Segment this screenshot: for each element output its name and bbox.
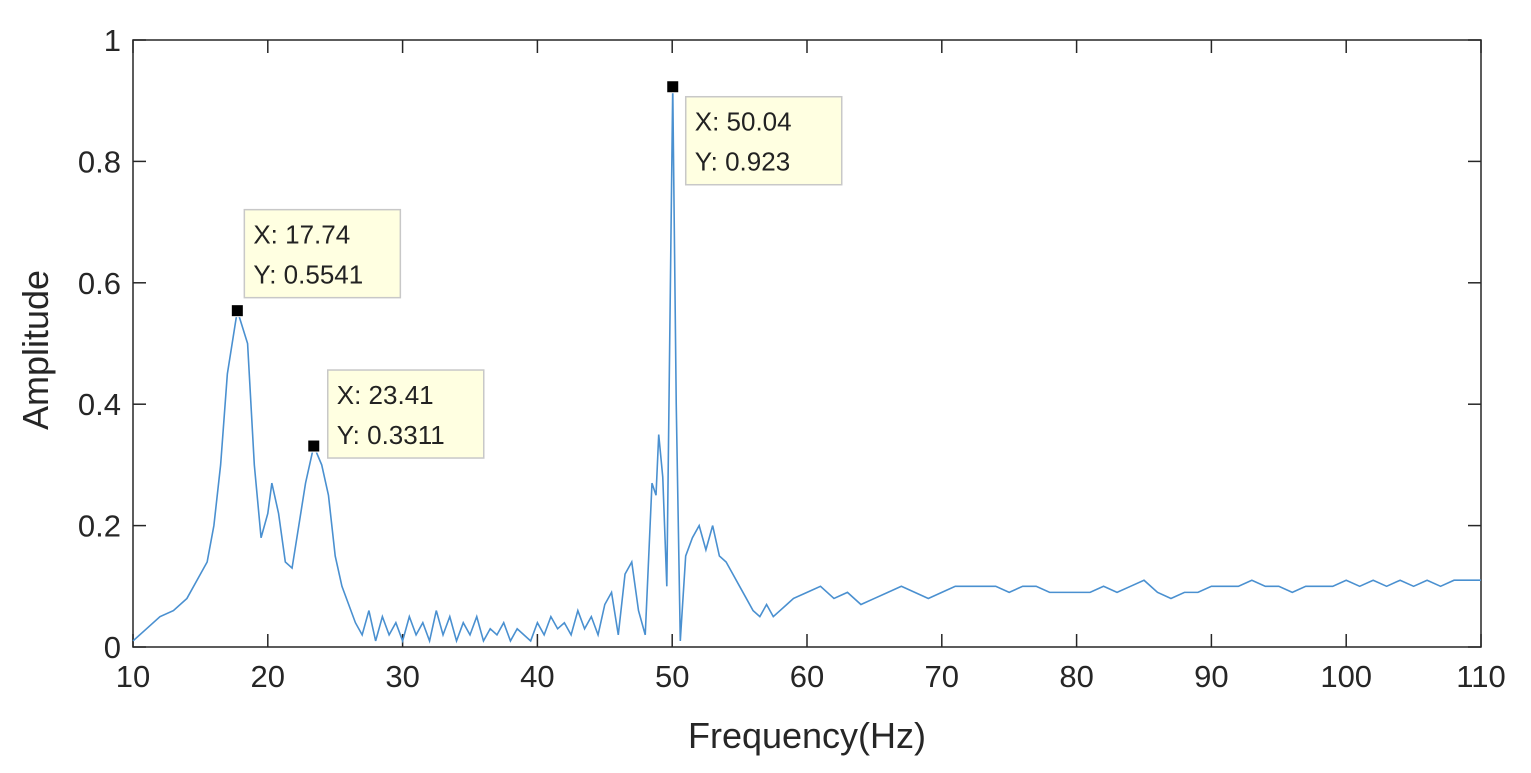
datatip-marker (307, 439, 321, 453)
x-tick-label: 50 (655, 659, 689, 694)
y-axis-label: Amplitude (15, 270, 56, 430)
x-tick-label: 40 (520, 659, 554, 694)
datatip-x: X: 23.41 (337, 380, 434, 410)
y-tick-label: 0.6 (78, 266, 121, 301)
x-tick-label: 20 (251, 659, 285, 694)
x-tick-label: 70 (925, 659, 959, 694)
y-tick-label: 0 (104, 630, 121, 665)
spectrum-line (132, 86, 1481, 644)
datatip-box (243, 208, 402, 299)
x-tick-label: 80 (1059, 659, 1093, 694)
datatip-y: Y: 0.5541 (253, 260, 363, 290)
y-tick-label: 0.8 (78, 144, 121, 179)
y-tick-label: 1 (104, 23, 121, 58)
datatip-box (327, 369, 485, 459)
y-tick-label: 0.4 (78, 387, 121, 422)
x-tick-label: 30 (385, 659, 419, 694)
x-tick-label: 110 (1456, 659, 1505, 694)
x-axis-label: Frequency(Hz) (688, 715, 926, 756)
datatip-y: Y: 0.3311 (337, 420, 445, 450)
x-tick-label: 90 (1194, 659, 1228, 694)
datatip-marker (230, 304, 244, 318)
y-tick-label: 0.2 (78, 509, 121, 544)
datatip-x: X: 50.04 (695, 107, 792, 137)
datatip-y: Y: 0.923 (695, 147, 790, 177)
x-tick-label: 60 (790, 659, 824, 694)
datatip-x: X: 17.74 (253, 220, 350, 250)
x-tick-label: 100 (1320, 659, 1372, 694)
datatip-box (684, 95, 843, 186)
x-tick-label: 10 (116, 659, 150, 694)
datatip-marker (666, 80, 680, 94)
